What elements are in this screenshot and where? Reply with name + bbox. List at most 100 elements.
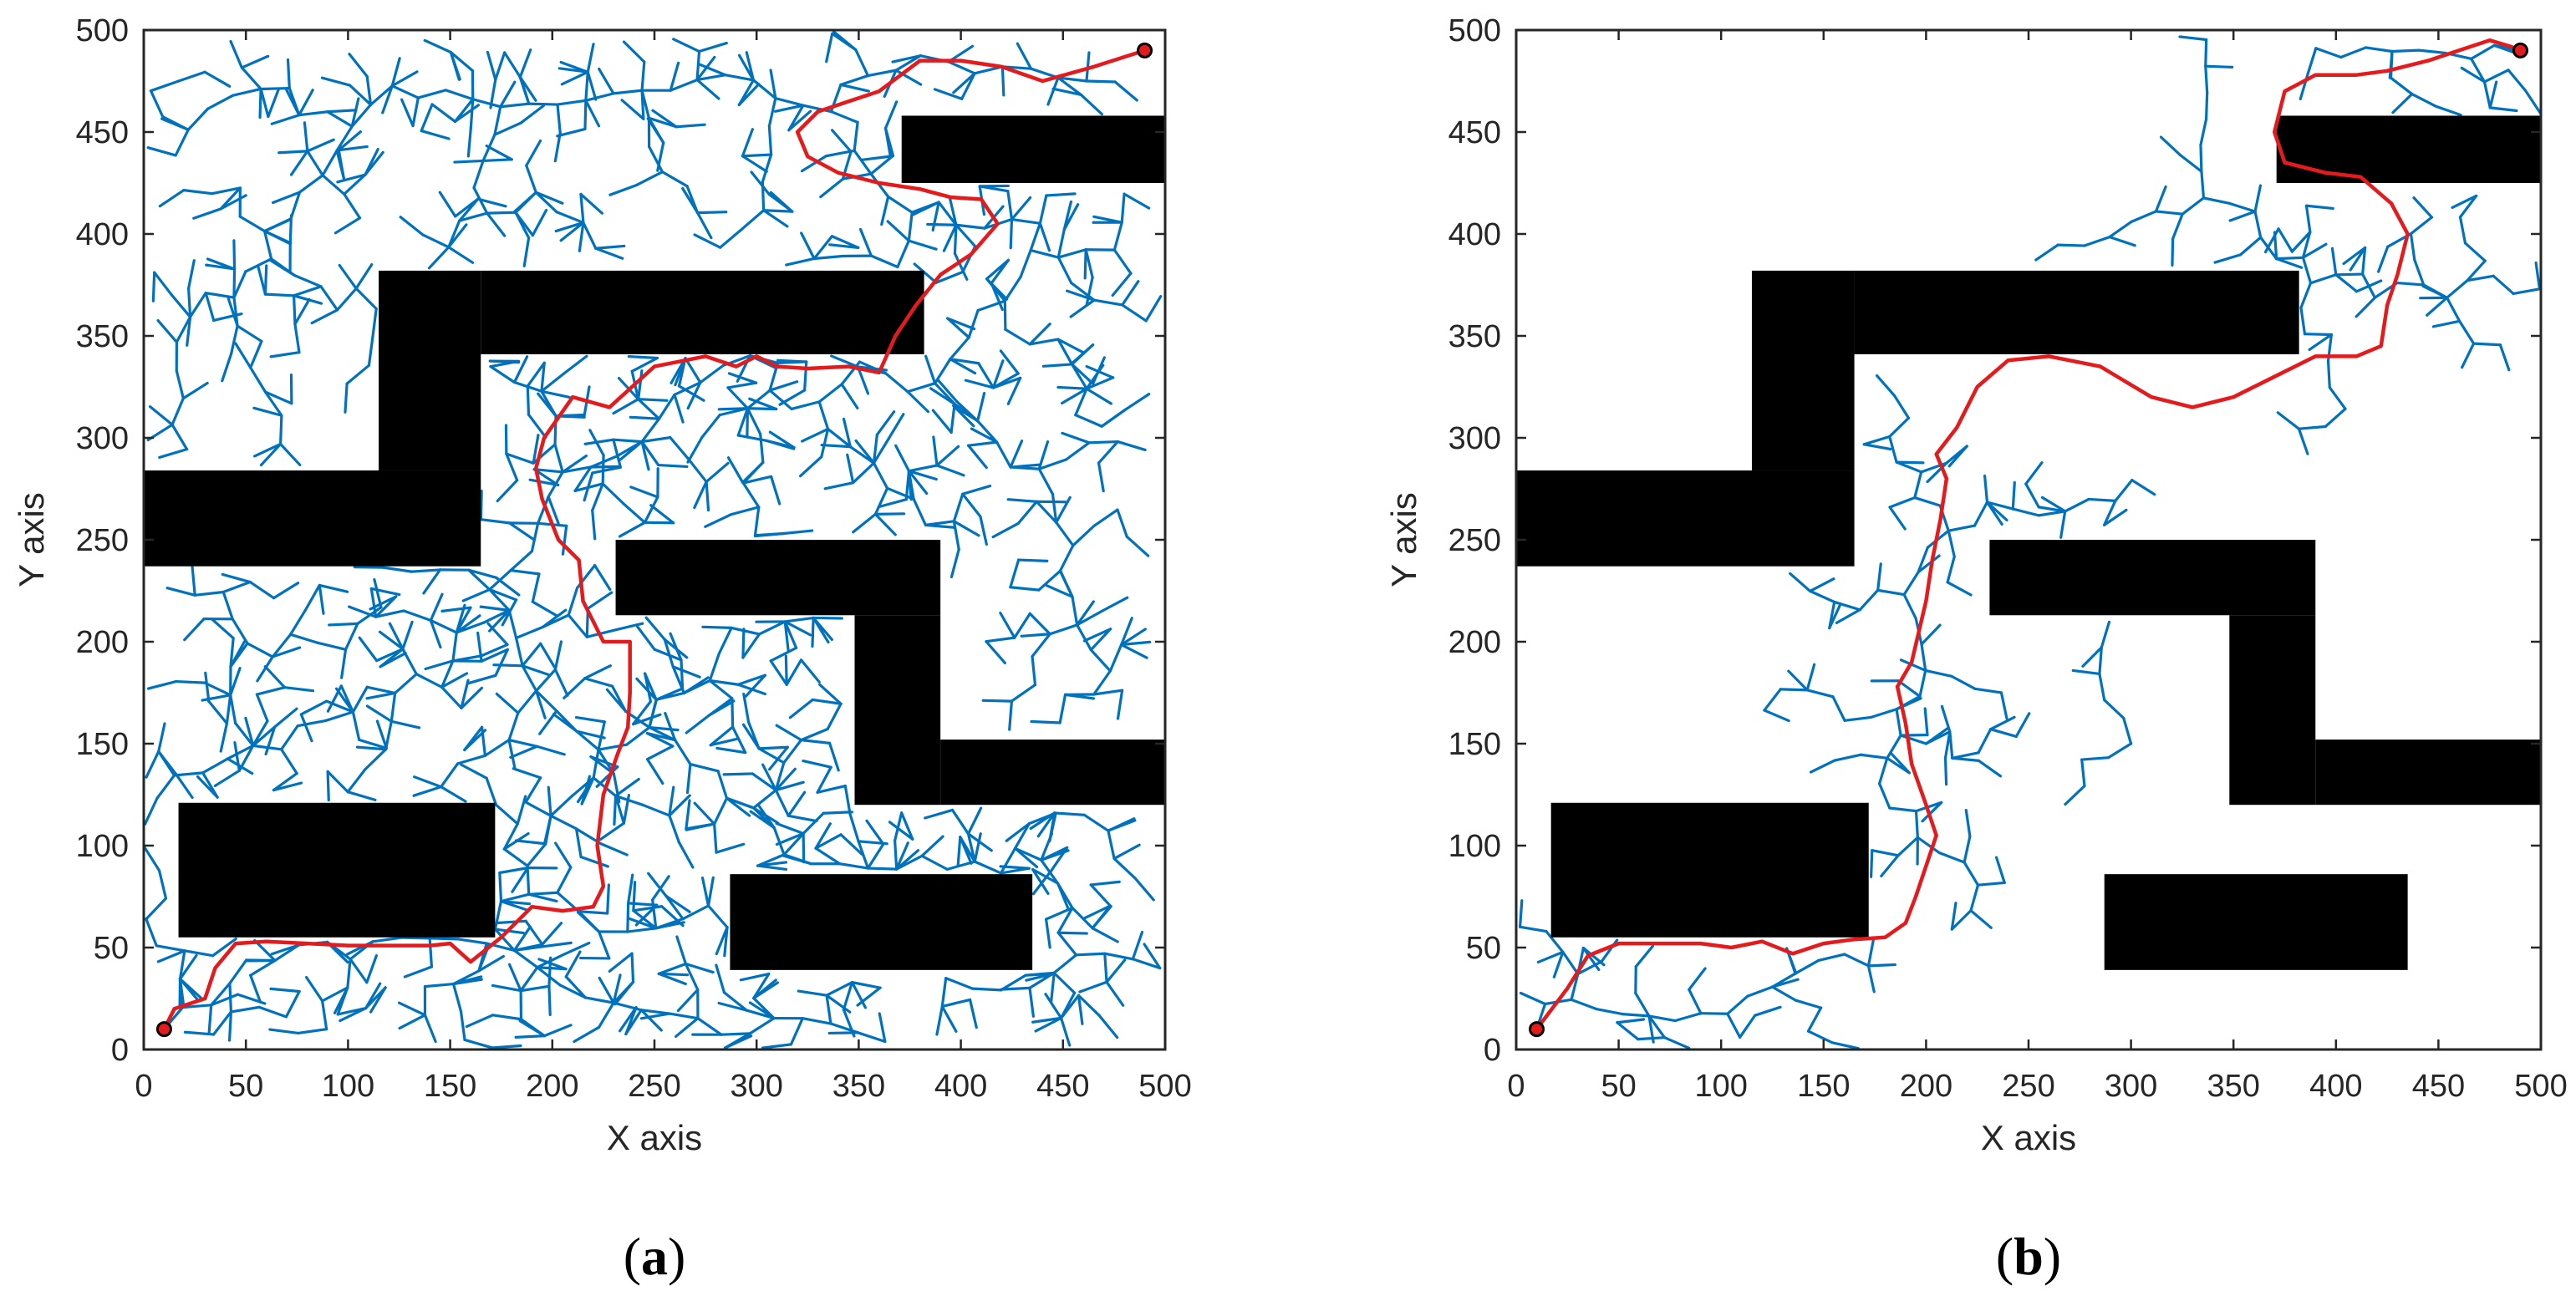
tree-edge [961,492,982,518]
y-tick-label: 300 [76,421,129,456]
tree-edge [800,231,816,261]
tree-edge [528,478,560,487]
tree-edge [252,725,277,747]
tree-edge [2297,424,2327,430]
tree-edge [637,398,661,420]
tree-edge [2306,47,2318,75]
tree-edge [429,618,458,634]
tree-edge [2458,319,2476,345]
tree-edge [583,677,614,688]
tree-edge [488,587,518,602]
tree-edge [645,745,675,761]
tree-edge [221,352,233,383]
tree-edge [2213,253,2243,264]
tree-edge [518,1019,546,1038]
tree-edge [298,110,329,117]
tree-edge [531,208,548,237]
tree-edge [940,1004,958,1033]
start-point [1529,1021,1545,1038]
tree-edge [1916,836,1941,855]
tree-edge [730,506,761,516]
tree-edge [632,699,653,726]
tree-edge [534,191,558,214]
tree-edge [476,197,507,208]
tree-edge [745,1009,776,1020]
tree-edge [2275,256,2305,261]
tree-edge [1006,498,1038,503]
obstacle [178,802,496,938]
tree-edge [229,694,237,725]
tree-edge [1009,558,1021,589]
tree-edge [645,731,675,748]
tree-edge [700,876,710,907]
tree-edge [995,440,1012,469]
tree-edge [157,722,166,753]
tree-edge [1029,811,1056,831]
tree-edge [687,458,708,484]
tree-edge [1092,669,1112,696]
tree-edge [1052,971,1077,994]
tree-edge [146,679,178,690]
tree-edge [1859,753,1889,760]
tree-edge [1989,715,2016,731]
tree-edge [2081,646,2103,668]
tree-edge [1116,689,1124,720]
tree-edge [369,595,398,611]
tree-edge [1010,196,1032,221]
tree-edge [1886,734,1902,760]
tree-edge [2024,482,2040,509]
tree-edge [1055,521,1075,547]
tree-edge [494,648,509,677]
tree-edge [318,583,325,615]
tree-edge [1950,902,1957,931]
tree-edge [367,335,374,367]
tree-edge [2391,92,2414,114]
tree-edge [1000,973,1027,992]
tree-edge [976,419,999,444]
tree-edge [1950,674,1977,690]
tree-edge [741,209,766,231]
tree-edge [790,400,821,411]
tree-edge [1973,687,2003,694]
tree-edge [2470,57,2487,84]
tree-edge [210,618,235,640]
tree-edge [193,590,225,597]
tree-edge [278,442,302,467]
tree-edge [351,685,369,714]
tree-edge [424,659,455,671]
tree-edge [1092,508,1119,528]
tree-edge [725,796,756,810]
tree-edge [952,520,980,537]
tree-edge [1031,867,1050,896]
tree-edge [583,664,612,680]
tree-edge [369,587,401,597]
tree-edge [1103,952,1134,961]
tree-edge [1016,42,1033,70]
tree-edge [480,648,509,663]
tree-edge [594,244,626,250]
tree-edge [622,793,631,825]
tree-edge [547,785,552,817]
tree-edge [583,471,594,502]
tree-edge [640,89,645,120]
tree-edge [364,147,379,176]
x-tick-label: 150 [1797,1069,1850,1104]
tree-edge [1121,280,1140,307]
tree-edge [512,945,544,953]
tree-edge [744,673,767,698]
tree-edge [1947,524,1977,532]
tree-edge [1059,1016,1072,1047]
tree-edge [416,89,447,99]
tree-edge [848,812,860,843]
tree-edge [507,738,538,748]
tree-edge [1616,1018,1646,1024]
tree-edge [467,568,498,579]
tree-edge [423,38,452,54]
tree-edge [976,391,986,423]
tree-edge [840,383,859,410]
tree-edge [339,1007,368,1023]
tree-edge [695,211,713,240]
tree-edge [878,1012,887,1044]
tree-edge [873,512,906,516]
